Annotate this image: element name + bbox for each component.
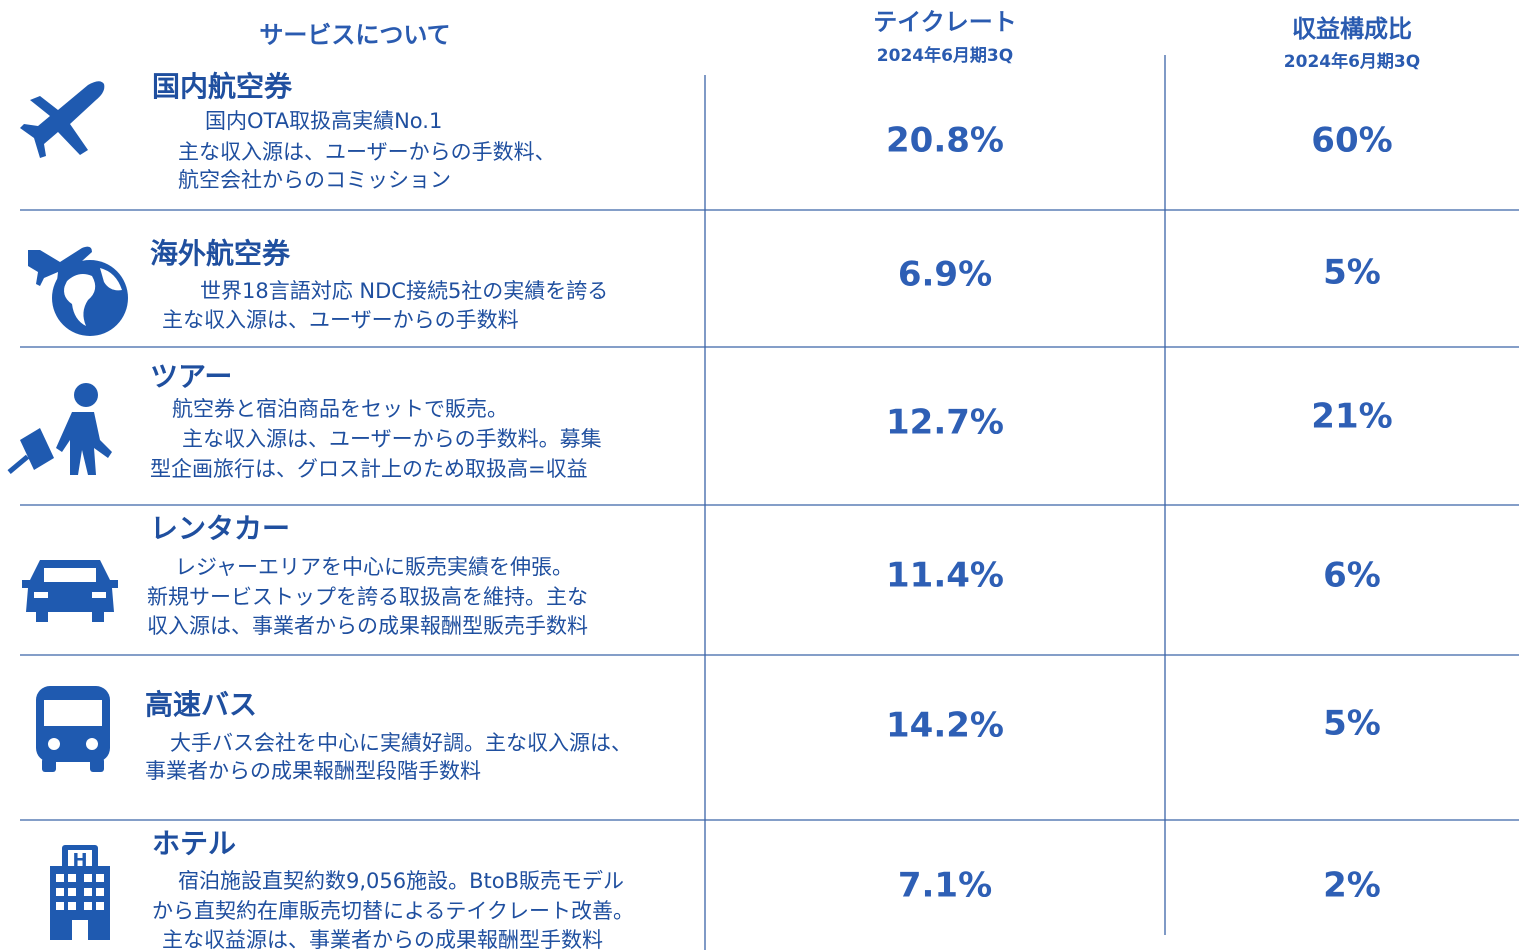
plane-icon xyxy=(20,81,105,158)
traveler-icon xyxy=(7,383,112,475)
service-description: 大手バス会社を中心に実績好調。主な収入源は、 xyxy=(170,731,632,755)
revenue-share: 21% xyxy=(1311,397,1392,437)
take-rate: 20.8% xyxy=(886,121,1004,161)
header-revenue-share-period: 2024年6月期3Q xyxy=(1284,51,1420,72)
take-rate: 7.1% xyxy=(898,866,992,906)
service-description: 国内OTA取扱高実績No.1 xyxy=(205,109,442,133)
service-name: ツアー xyxy=(150,360,232,393)
header-take-rate: テイクレート xyxy=(873,8,1017,36)
service-description: 航空会社からのコミッション xyxy=(178,168,451,192)
revenue-share: 5% xyxy=(1323,253,1381,293)
service-name: 高速バス xyxy=(145,688,257,721)
service-description: 主な収入源は、ユーザーからの手数料、 xyxy=(178,140,556,164)
revenue-share: 60% xyxy=(1311,121,1392,161)
service-description: 収入源は、事業者からの成果報酬型販売手数料 xyxy=(147,614,588,638)
revenue-share: 5% xyxy=(1323,704,1381,744)
service-description: 主な収入源は、ユーザーからの手数料。募集 xyxy=(182,427,602,451)
service-name: 海外航空券 xyxy=(150,237,291,270)
service-description: 主な収益源は、事業者からの成果報酬型手数料 xyxy=(162,928,603,950)
revenue-share: 2% xyxy=(1323,866,1381,906)
service-name: ホテル xyxy=(152,827,236,860)
car-icon xyxy=(22,560,118,622)
service-name: レンタカー xyxy=(150,512,290,545)
revenue-share: 6% xyxy=(1323,556,1381,596)
take-rate: 6.9% xyxy=(898,255,992,295)
service-description: 航空券と宿泊商品をセットで販売。 xyxy=(172,397,508,421)
service-description: 新規サービストップを誇る取扱高を維持。主な xyxy=(147,585,588,609)
service-description: 型企画旅行は、グロス計上のため取扱高=収益 xyxy=(150,457,588,481)
service-description: 世界18言語対応 NDC接続5社の実績を誇る xyxy=(200,279,608,303)
header-take-rate-period: 2024年6月期3Q xyxy=(877,45,1013,66)
svg-text:H: H xyxy=(72,850,87,871)
take-rate: 12.7% xyxy=(886,403,1004,443)
header-revenue-share: 収益構成比 xyxy=(1292,15,1412,43)
globe-icon xyxy=(28,246,128,336)
service-description: 宿泊施設直契約数9,056施設。BtoB販売モデル xyxy=(178,869,624,893)
bus-icon xyxy=(36,686,110,772)
service-description: 主な収入源は、ユーザーからの手数料 xyxy=(162,308,519,332)
header-service: サービスについて xyxy=(259,21,450,49)
service-description: から直契約在庫販売切替によるテイクレート改善。 xyxy=(152,899,634,923)
service-description: レジャーエリアを中心に販売実績を伸張。 xyxy=(175,555,573,579)
hotel-icon: H xyxy=(50,845,110,940)
take-rate: 11.4% xyxy=(886,556,1004,596)
service-description: 事業者からの成果報酬型段階手数料 xyxy=(145,759,481,783)
service-name: 国内航空券 xyxy=(152,70,293,103)
take-rate: 14.2% xyxy=(886,706,1004,746)
